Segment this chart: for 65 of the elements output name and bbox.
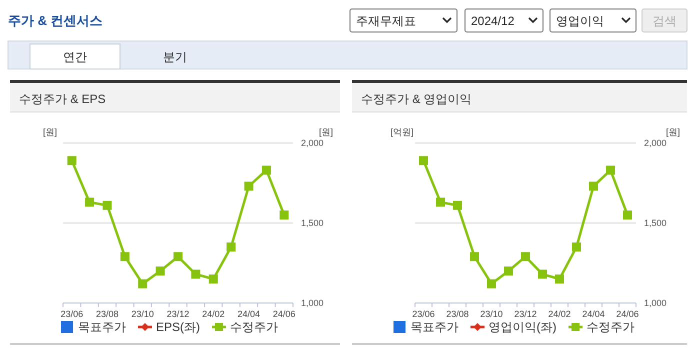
point — [436, 198, 445, 207]
point — [244, 182, 254, 191]
text: 2024/12 — [471, 14, 515, 28]
x-tick-label: 24/02 — [202, 309, 225, 319]
text: 영업이익 — [556, 14, 604, 28]
x-tick-label: 24/02 — [548, 309, 571, 319]
legend-label: EPS(좌) — [156, 320, 200, 334]
x-tick-label: 23/12 — [514, 309, 537, 319]
x-tick-label: 23/06 — [412, 309, 435, 319]
y2-tick-label: 1,000 — [301, 298, 324, 308]
chart-title: 수정주가 & EPS — [19, 92, 106, 106]
point — [174, 252, 182, 262]
y-axis-title: [원] — [42, 127, 58, 137]
point — [280, 210, 289, 220]
point — [262, 166, 271, 175]
legend-label: 수정주가 — [586, 320, 634, 334]
y2-tick-label: 1,500 — [301, 218, 324, 228]
point — [120, 252, 130, 262]
point — [538, 270, 547, 279]
legend-label: 목표주가 — [410, 320, 458, 334]
y2-axis-title: [원] — [318, 127, 333, 137]
point — [487, 279, 496, 288]
x-tick-label: 24/04 — [238, 309, 260, 319]
y2-axis-title: [원] — [666, 127, 680, 137]
point — [208, 274, 218, 284]
y-axis-title: [억원] — [390, 127, 414, 137]
point — [589, 182, 598, 191]
x-tick-label: 24/06 — [272, 309, 296, 319]
legend-label: 목표주가 — [78, 320, 126, 334]
point — [191, 270, 200, 279]
x-tick-label: 23/10 — [480, 309, 503, 319]
point — [504, 266, 513, 276]
text: 연간 — [63, 50, 87, 64]
x-tick-label: 23/12 — [166, 309, 190, 319]
legend-label: 수정주가 — [230, 320, 278, 334]
x-tick-label: 23/08 — [96, 309, 118, 319]
legend-label: 영업이익(좌) — [488, 320, 556, 334]
x-tick-label: 24/04 — [582, 309, 605, 319]
chart-title: 수정주가 & 영업이익 — [361, 92, 472, 106]
point — [138, 279, 148, 288]
point — [67, 156, 76, 166]
text: 분기 — [163, 50, 187, 64]
x-tick-label: 24/06 — [616, 309, 639, 319]
text: 주가 & 컨센서스 — [8, 13, 103, 28]
x-tick-label: 23/08 — [446, 309, 469, 319]
y2-tick-label: 2,000 — [644, 138, 667, 148]
text: 주재무제표 — [356, 14, 416, 28]
point — [572, 242, 581, 252]
y2-tick-label: 1,500 — [644, 218, 667, 228]
point — [102, 200, 112, 210]
point — [156, 266, 165, 276]
point — [555, 274, 564, 284]
point — [521, 252, 530, 262]
y2-tick-label: 1,000 — [644, 298, 667, 308]
point — [623, 210, 632, 220]
text: 검색 — [652, 14, 676, 28]
y2-tick-label: 2,000 — [301, 138, 324, 148]
x-tick-label: 23/06 — [60, 309, 84, 319]
point — [419, 156, 428, 166]
point — [226, 242, 236, 252]
point — [85, 198, 94, 207]
point — [470, 252, 479, 262]
point — [453, 200, 462, 210]
point — [606, 166, 615, 175]
x-tick-label: 23/10 — [131, 309, 154, 319]
